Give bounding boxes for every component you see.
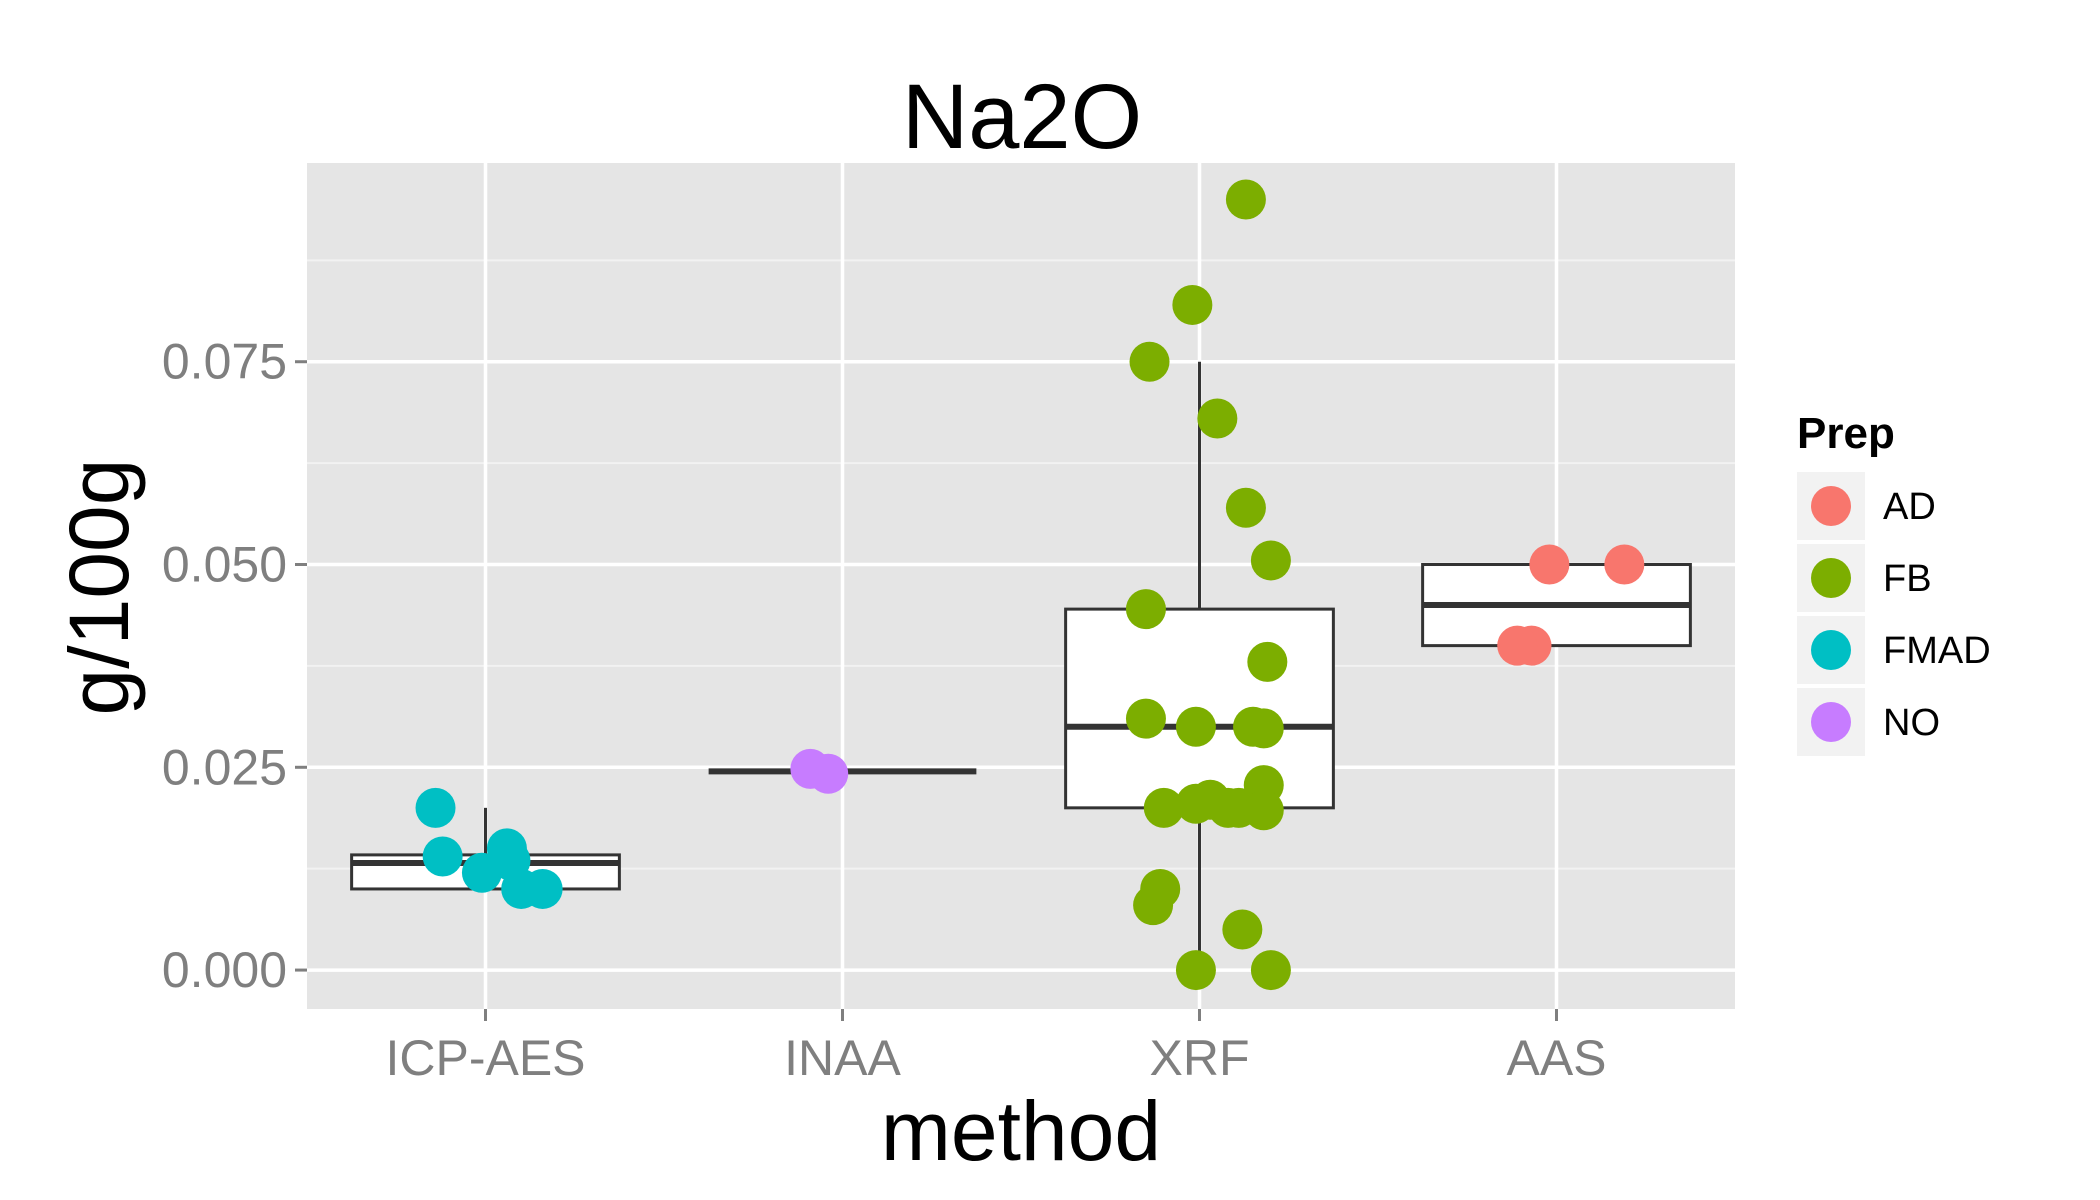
legend-key-dot (1811, 486, 1851, 526)
legend-entries: AD FB FMAD NO (1797, 472, 1991, 756)
point-fb (1243, 790, 1284, 831)
legend-label: NO (1883, 702, 1940, 744)
y-tick-label: 0.025 (162, 739, 287, 795)
point-fmad (522, 868, 563, 909)
point-fb (1133, 885, 1174, 926)
x-tick-label: AAS (1506, 1030, 1606, 1086)
legend-label: FMAD (1883, 630, 1991, 672)
box-xrf (1064, 361, 1335, 971)
point-fmad (422, 836, 463, 877)
x-axis: ICP-AES INAA XRF AAS (385, 1009, 1607, 1086)
legend-title: Prep (1797, 409, 1895, 458)
legend-key-dot (1811, 630, 1851, 670)
x-tick-label: INAA (784, 1030, 901, 1086)
point-fb (1225, 179, 1266, 220)
point-fb (1175, 706, 1216, 747)
y-tick-label: 0.050 (162, 537, 287, 593)
legend-label: AD (1883, 486, 1936, 528)
points (415, 179, 1645, 991)
point-fb (1143, 787, 1184, 828)
point-ad (1497, 625, 1538, 666)
y-tick-label: 0.075 (162, 334, 287, 390)
y-tick-label: 0.000 (162, 942, 287, 998)
point-fb (1243, 708, 1284, 749)
point-fb (1129, 341, 1170, 382)
point-fmad (415, 787, 456, 828)
point-ad (1529, 544, 1570, 585)
legend-item-no: NO (1797, 688, 1940, 756)
legend-key-dot (1811, 702, 1851, 742)
point-fb (1172, 284, 1213, 325)
point-fb (1175, 950, 1216, 991)
legend-item-ad: AD (1797, 472, 1936, 540)
point-fb (1247, 641, 1288, 682)
point-fb (1250, 950, 1291, 991)
point-fb (1250, 540, 1291, 581)
point-fmad (461, 852, 502, 893)
legend-item-fb: FB (1797, 544, 1932, 612)
point-fb (1125, 589, 1166, 630)
x-axis-title: method (881, 1084, 1161, 1178)
point-fb (1222, 909, 1263, 950)
legend-label: FB (1883, 558, 1932, 600)
y-axis-title: g/100g (52, 459, 146, 716)
chart-title: Na2O (902, 66, 1142, 168)
point-fb (1197, 398, 1238, 439)
x-tick-label: XRF (1150, 1030, 1250, 1086)
legend: Prep AD FB FMAD NO (1797, 409, 1991, 756)
y-axis: 0.000 0.025 0.050 0.075 (162, 334, 307, 998)
point-fb (1125, 698, 1166, 739)
legend-key-dot (1811, 558, 1851, 598)
legend-item-fmad: FMAD (1797, 616, 1991, 684)
x-tick-label: ICP-AES (385, 1030, 585, 1086)
point-fb (1225, 487, 1266, 528)
point-ad (1604, 544, 1645, 585)
point-no (808, 753, 849, 794)
point-fb (1175, 783, 1216, 824)
